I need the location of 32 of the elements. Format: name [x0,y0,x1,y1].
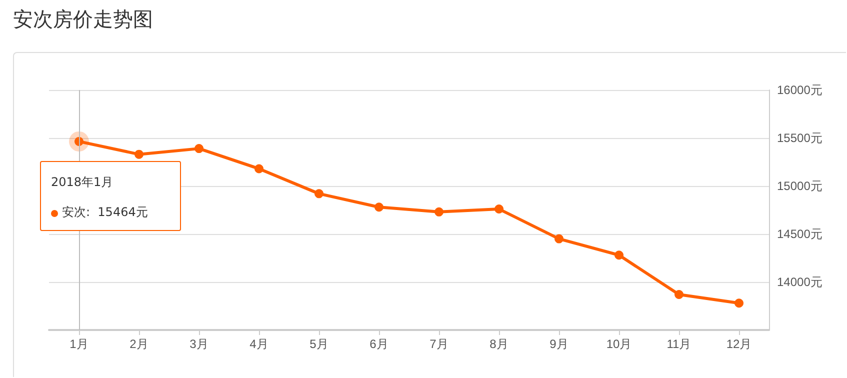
tooltip-box: 2018年1月 安次: 15464元 [40,161,181,232]
point [614,250,624,260]
x-tick-label: 11月 [666,337,692,351]
x-tick-label: 10月 [606,337,632,351]
x-tick-label: 9月 [550,337,568,351]
x-tick-label: 2月 [130,337,148,351]
point [434,207,444,216]
x-tick-label: 7月 [430,337,448,351]
x-tick-label: 8月 [490,337,508,351]
y-tick-label: 16000元 [777,83,822,97]
point [194,144,204,154]
point [254,164,264,174]
x-tick-label: 12月 [726,337,752,351]
point [734,298,744,308]
x-tick-label: 1月 [70,337,88,351]
y-tick-label: 15500元 [777,131,822,145]
point [134,150,144,159]
y-tick-label: 15000元 [777,179,822,193]
annotation: 安次: 15464元 [62,205,148,220]
y-tick-label: 14500元 [777,227,822,241]
point [554,234,564,244]
point [314,189,324,198]
point [494,204,504,214]
x-tick-label: 6月 [370,337,388,351]
annotation: 2018年1月 [51,174,114,192]
x-tick-label: 4月 [250,337,268,351]
x-tick-label: 3月 [190,337,208,351]
y-tick-label: 14000元 [777,275,822,289]
point [674,290,684,299]
x-tick-label: 5月 [310,337,328,351]
chart-title: 安次房价走势图 [13,6,153,33]
point [374,202,384,212]
